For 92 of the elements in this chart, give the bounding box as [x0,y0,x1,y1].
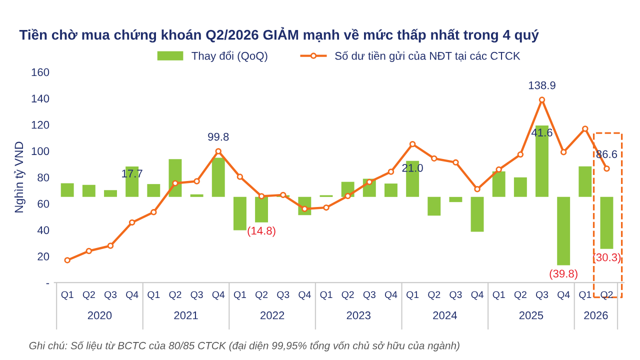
bar [428,196,441,216]
text: 2022 [260,311,284,320]
y-tick-label: 160 [32,68,50,76]
data-label: 99.8 [208,132,229,141]
point [496,166,502,173]
point [280,192,286,198]
point [604,165,610,172]
y-tick-label: 120 [32,120,50,129]
text: Ghi chú: Số liệu từ BCTC của 80/85 CTCK (đại diện 99,95% tổng vốn chủ sở hữu của ngành) [29,340,460,352]
x-tick-label: Q1 [61,291,74,300]
text: 2026 [584,311,608,320]
text: 2024 [433,311,457,320]
y-tick-label: - [46,283,50,284]
x-tick-label: Q4 [126,291,138,300]
data-label: 138.9 [528,81,556,90]
point [344,192,351,200]
text: 2025 [519,311,544,320]
x-tick-label: Q3 [363,291,376,300]
bar [233,196,246,230]
point [452,159,459,166]
point [366,178,373,186]
x-tick-label: Q4 [471,291,484,300]
y-tick-label: 40 [37,226,50,234]
point [64,257,70,264]
y-tick-label: 140 [32,94,50,102]
y-tick-label: 100 [32,147,50,156]
bar [557,196,570,266]
x-tick-label: Q3 [450,291,462,300]
point [107,242,114,249]
legend-label: Thay đổi (QoQ) [192,50,268,62]
text: 2020 [88,311,112,320]
data-label: (14.8) [248,226,276,237]
x-tick-label: Q1 [234,291,246,300]
point [431,155,438,162]
legend-label: Số dư tiền gửi của NĐT tại các CTCK [335,51,520,62]
point [86,248,92,254]
point [560,149,567,156]
x-tick-label: Q4 [298,291,311,300]
x-tick-label: Q3 [104,291,117,300]
y-tick-label: 20 [38,252,50,260]
point [236,174,244,180]
bar [492,171,506,197]
x-tick-label: Q2 [256,291,268,300]
x-tick-label: Q2 [82,291,95,300]
x-tick-label: Q2 [169,291,182,300]
point [128,219,136,226]
point [323,204,330,211]
point [409,141,416,148]
point [215,148,222,154]
bar [60,183,74,197]
bar [82,184,96,197]
x-tick-label: Q1 [320,291,332,300]
point [194,178,200,184]
bar [514,177,527,197]
bar [384,184,398,197]
x-tick-label: Q2 [514,291,526,300]
x-tick-label: Q4 [384,291,398,300]
y-tick-label: 60 [38,200,50,208]
x-tick-label: Q1 [148,291,160,300]
point [388,168,394,175]
point [582,126,588,132]
bar [578,166,592,197]
x-tick-label: Q4 [558,291,570,300]
bar [212,158,225,197]
point [150,209,157,216]
x-tick-label: Q3 [277,291,290,300]
x-tick-label: Q1 [579,291,592,300]
point [538,96,546,103]
x-tick-label: Q3 [190,291,203,300]
x-tick-label: Q4 [212,291,225,300]
bar [449,196,462,202]
bar [255,196,268,222]
text: 2021 [174,311,198,320]
x-tick-label: Q2 [428,291,440,300]
bar [600,196,614,249]
text: 2023 [346,311,370,320]
y-axis-title: Nghìn tỷ VND [14,142,26,212]
chart-title: Tiền chờ mua chứng khoán Q2/2026 GIẢM mạnh về mức thấp nhất trong 4 quý [19,27,539,43]
point [258,193,265,200]
bar [190,194,204,197]
bar [470,196,484,232]
point [172,180,178,186]
y-tick-label: 80 [38,174,50,182]
x-tick-label: Q1 [406,291,419,300]
bar [104,190,117,197]
x-tick-label: Q1 [492,291,505,300]
data-label: (39.8) [550,269,578,280]
x-tick-label: Q2 [342,291,354,300]
x-tick-label: Q3 [536,291,548,300]
point [517,151,524,158]
point [474,186,480,192]
bar [147,184,160,197]
